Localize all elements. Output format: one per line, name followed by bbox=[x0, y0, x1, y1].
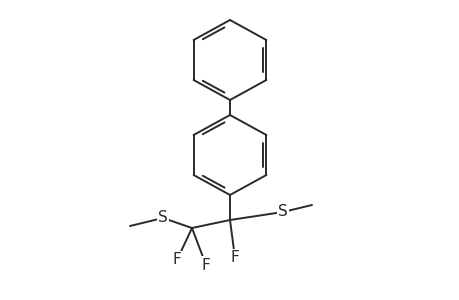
Text: F: F bbox=[172, 253, 181, 268]
Text: S: S bbox=[158, 211, 168, 226]
Text: F: F bbox=[230, 250, 239, 266]
Text: F: F bbox=[201, 257, 210, 272]
Text: S: S bbox=[278, 205, 287, 220]
